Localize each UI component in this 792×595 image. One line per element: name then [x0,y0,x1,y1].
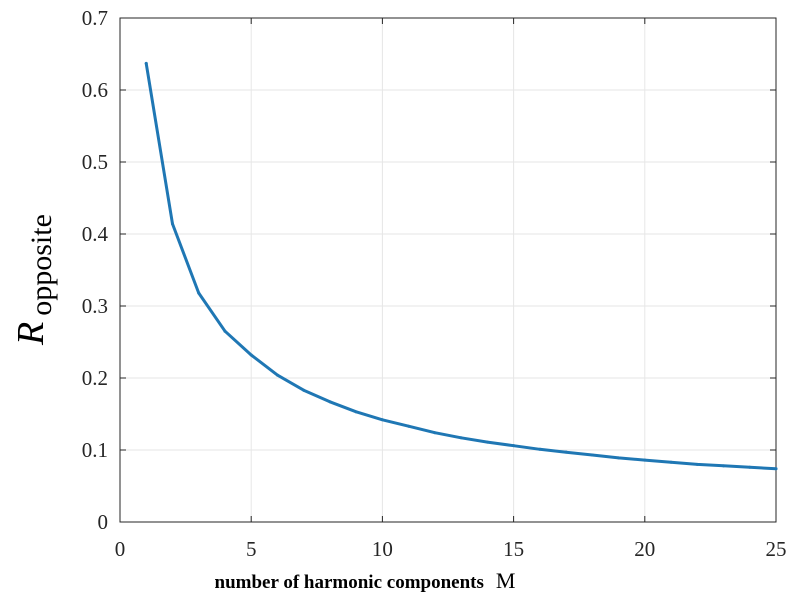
data-point [275,373,279,377]
x-tick-label: 5 [246,537,257,561]
y-tick-label: 0.3 [82,294,108,318]
data-point [328,400,332,404]
data-point [433,431,437,435]
data-point [485,440,489,444]
y-axis-label: R opposite [10,214,58,346]
data-point [459,436,463,440]
y-tick-label: 0.5 [82,150,108,174]
data-point [748,465,752,469]
data-point [407,424,411,428]
data-point [695,462,699,466]
data-point [643,458,647,462]
series-line [144,61,778,471]
x-axis-label-text: number of harmonic components [215,572,484,593]
y-tick-label: 0.7 [82,6,108,30]
data-point [538,447,542,451]
data-point [722,464,726,468]
y-tick-label: 0 [98,510,109,534]
data-point [354,410,358,414]
data-point [617,456,621,460]
y-tick-label: 0.1 [82,438,108,462]
data-point [564,450,568,454]
data-point [590,453,594,457]
x-tick-label: 0 [115,537,126,561]
series-layer [144,61,778,471]
data-point [197,291,201,295]
x-axis-label-symbol: M [496,568,516,593]
x-axis-label: number of harmonic components M [215,568,516,593]
data-point [223,329,227,333]
data-point [380,418,384,422]
data-point [170,222,174,226]
y-tick-label: 0.6 [82,78,108,102]
grid [119,17,777,523]
data-point [774,467,778,471]
axes-box [119,17,777,523]
data-point [669,460,673,464]
y-axis-label-main: R [10,322,52,346]
y-tick-label: 0.4 [82,222,109,246]
data-point [302,388,306,392]
x-tick-label: 25 [766,537,787,561]
data-point [249,353,253,357]
data-point [144,61,148,65]
x-tick-label: 10 [372,537,393,561]
ticks: 0 5 10 15 20 25 0 0.1 0.2 0.3 0.4 0.5 0.6 0.7 [82,6,787,561]
y-tick-label: 0.2 [82,366,108,390]
data-point [512,444,516,448]
x-tick-label: 15 [503,537,524,561]
y-axis-label-subscript: opposite [25,214,58,316]
x-tick-label: 20 [634,537,655,561]
